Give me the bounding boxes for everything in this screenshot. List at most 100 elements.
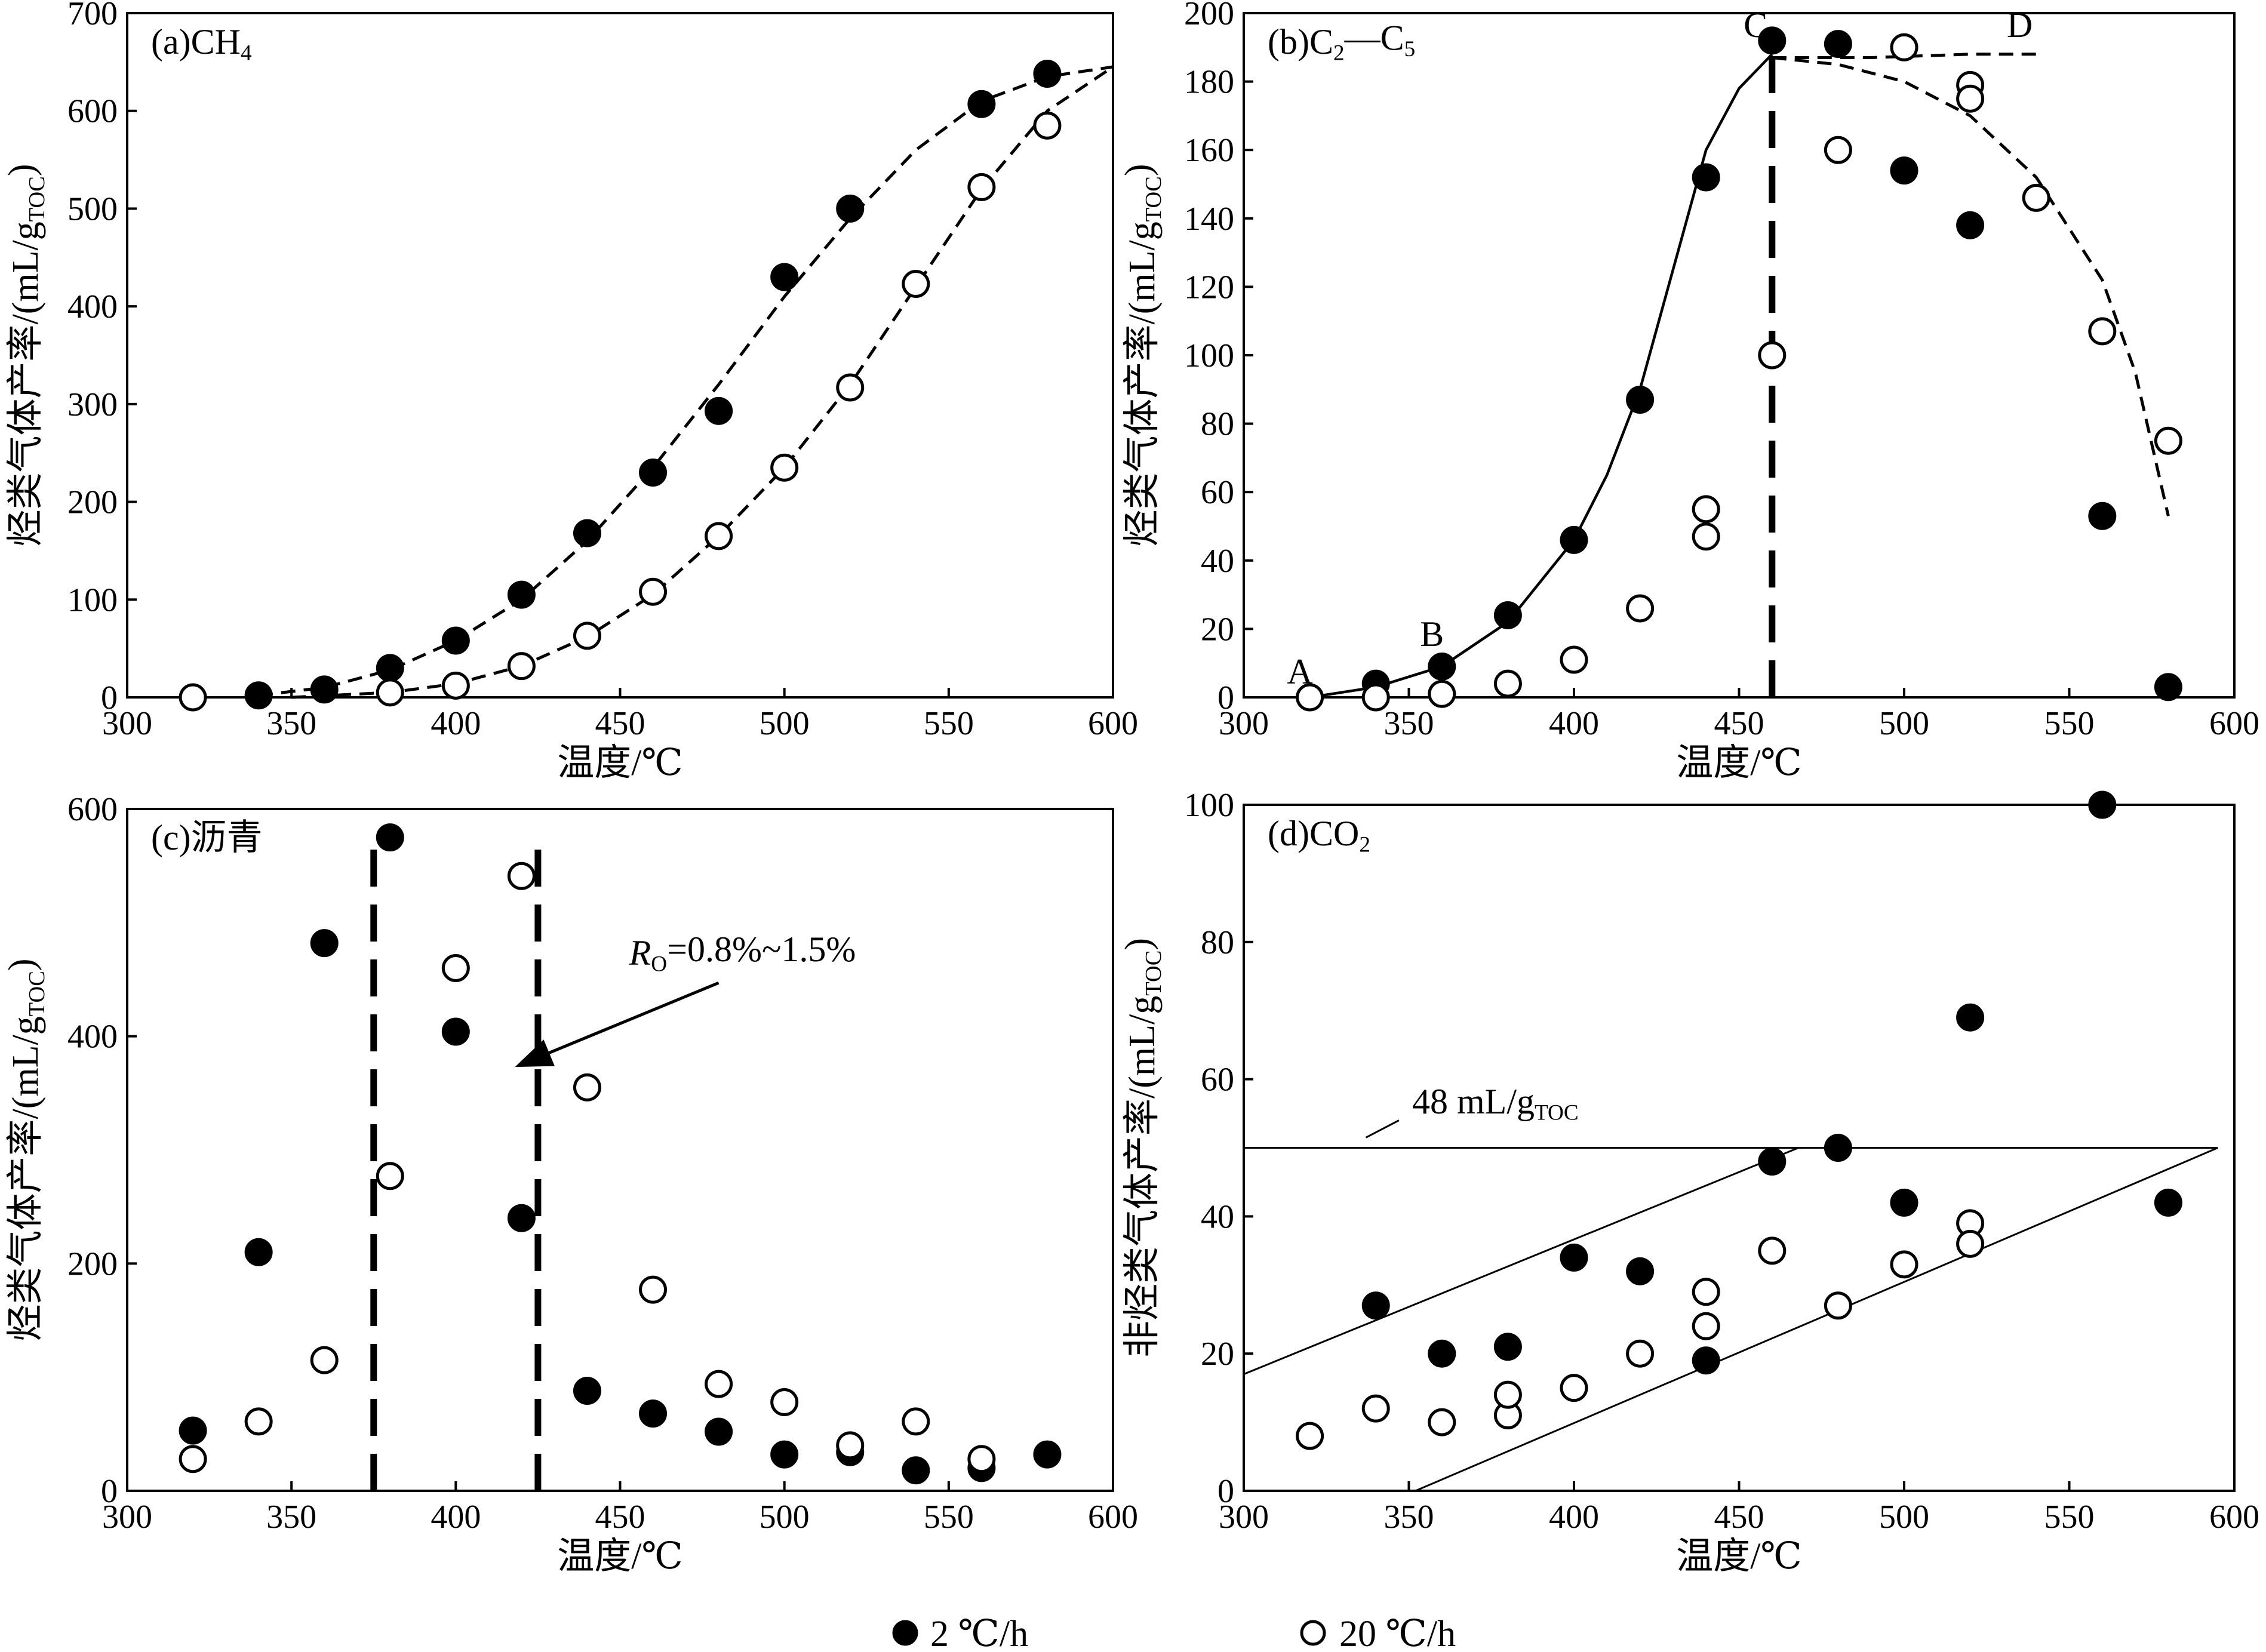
panel-b-point-20-c-per-h <box>1956 84 1985 113</box>
panel-a-point-20-c-per-h <box>441 671 470 700</box>
panel-c-point-20-c-per-h <box>573 1073 601 1102</box>
panel-a-y-tick-label: 700 <box>67 0 118 32</box>
panel-b-point-2-c-per-h <box>1758 26 1787 55</box>
panel-d-curve-thin-3 <box>1365 1119 1400 1139</box>
panel-b-x-tick-label: 300 <box>1219 705 1269 742</box>
panel-c-point-20-c-per-h <box>967 1445 996 1473</box>
panel-a-point-20-c-per-h <box>573 622 601 650</box>
panel-c-annotation-ro-value: =0.8%~1.5% <box>667 930 856 969</box>
panel-a-point-20-c-per-h <box>705 522 733 550</box>
panel-b-point-2-c-per-h <box>1890 156 1918 185</box>
panel-b-x-tick-label: 500 <box>1879 705 1929 742</box>
panel-b-point-2-c-per-h <box>1824 30 1852 59</box>
panel-b-point-2-c-per-h <box>1692 163 1720 192</box>
panel-a-point-2-c-per-h <box>376 654 404 682</box>
panel-b-title-main: (b)C <box>1268 22 1333 61</box>
panel-d-y-axis-label-main: 非烃类气体产率/(mL/g <box>1122 996 1163 1358</box>
panel-c-title-main: (c)沥青 <box>151 818 263 857</box>
panel-b-point-2-c-per-h <box>1560 525 1588 554</box>
panel-a-y-tick-label: 100 <box>67 582 118 619</box>
panel-d-point-2-c-per-h <box>1890 1188 1918 1217</box>
panel-b-c2-c5: 300 350 400 450 500 550 600 0 20 40 60 80 100 120 140 1… <box>1118 0 2259 783</box>
panel-a-point-2-c-per-h <box>639 458 668 487</box>
panel-c-x-tick-label: 550 <box>924 1499 974 1536</box>
panel-b-point-2-c-per-h <box>2154 673 2182 702</box>
panel-d-y-tick-label: 100 <box>1184 787 1234 824</box>
panel-a-plot-frame <box>126 12 1114 699</box>
panel-a-point-20-c-per-h <box>1033 111 1062 140</box>
panel-d-y-tick-label: 80 <box>1201 924 1234 961</box>
panel-b-point-20-c-per-h <box>1692 522 1720 551</box>
panel-d-y-tick-label: 20 <box>1201 1336 1234 1373</box>
panel-c-annotation-arrow-shaft <box>548 981 720 1054</box>
panel-c-point-20-c-per-h <box>639 1275 668 1304</box>
panel-c-point-2-c-per-h <box>179 1416 207 1445</box>
panel-d-point-20-c-per-h <box>1890 1250 1918 1279</box>
panel-a-point-2-c-per-h <box>1033 60 1062 88</box>
panel-d-x-tick-label: 450 <box>1714 1499 1764 1536</box>
panel-c-plot-frame <box>126 808 1114 1492</box>
panel-b-point-20-c-per-h <box>1758 341 1787 370</box>
panel-b-x-tick-label: 400 <box>1549 705 1599 742</box>
panel-d-y-tick-label: 0 <box>1217 1473 1234 1510</box>
panel-b-point-20-c-per-h <box>1560 645 1588 674</box>
panel-a-title-sub: 4 <box>241 41 252 65</box>
panel-a-x-tick-label: 550 <box>924 705 974 742</box>
panel-d-point-2-c-per-h <box>1956 1003 1985 1032</box>
panel-c-point-2-c-per-h <box>441 1017 470 1046</box>
panel-c-annotation-ro-sub: O <box>651 952 667 977</box>
panel-d-point-20-c-per-h <box>1692 1278 1720 1306</box>
panel-a-point-20-c-per-h <box>179 683 207 712</box>
panel-c-point-20-c-per-h <box>507 862 536 890</box>
panel-c-y-tick-label: 600 <box>67 791 118 828</box>
panel-d-point-2-c-per-h <box>1692 1346 1720 1375</box>
panel-a-point-2-c-per-h <box>244 681 273 710</box>
panel-a-curve-dashed-0 <box>258 65 1114 697</box>
panel-c-title: (c)沥青 <box>151 818 263 857</box>
panel-d-point-2-c-per-h <box>2088 790 2117 819</box>
panel-c-point-2-c-per-h <box>244 1238 273 1266</box>
panel-b-point-label-c: C <box>1744 5 1767 45</box>
panel-d-x-tick-label: 500 <box>1879 1499 1929 1536</box>
panel-a-point-20-c-per-h <box>639 577 668 606</box>
panel-b-point-2-c-per-h <box>1956 211 1985 239</box>
panel-b-plot-frame <box>1243 12 2236 699</box>
panel-d-point-20-c-per-h <box>1428 1408 1456 1436</box>
panel-b-y-tick-label: 140 <box>1184 201 1234 238</box>
panel-c-y-tick-label: 200 <box>67 1245 118 1282</box>
panel-b-point-20-c-per-h <box>1493 669 1522 698</box>
panel-a-point-2-c-per-h <box>441 626 470 655</box>
panel-a-x-tick-label: 300 <box>102 705 152 742</box>
panel-c-x-axis-label: 温度/℃ <box>557 1536 683 1577</box>
panel-a-point-2-c-per-h <box>310 675 339 704</box>
panel-b-point-20-c-per-h <box>1824 136 1852 164</box>
panel-d-x-tick-label: 550 <box>2044 1499 2095 1536</box>
panel-d-point-2-c-per-h <box>1824 1134 1852 1162</box>
panel-a-point-2-c-per-h <box>967 90 996 118</box>
panel-d-point-20-c-per-h <box>1824 1291 1852 1320</box>
panel-c-annotation-arrow-head <box>515 1039 555 1068</box>
panel-c-point-20-c-per-h <box>836 1431 865 1460</box>
panel-d-y-axis-label: 非烃类气体产率/(mL/gTOC) <box>1118 938 1166 1358</box>
panel-b-point-20-c-per-h <box>1361 683 1390 712</box>
panel-b-y-tick-label: 60 <box>1201 474 1234 511</box>
panel-a-y-tick-label: 400 <box>67 288 118 325</box>
panel-d-point-2-c-per-h <box>1428 1339 1456 1368</box>
panel-d-title: (d)CO2 <box>1268 814 1370 857</box>
panel-d-y-tick-label: 60 <box>1201 1062 1234 1099</box>
panel-b-y-axis-label-main: 烃类气体产率/(mL/g <box>1122 222 1163 546</box>
panel-c-annotation-ro-r: R <box>629 933 651 973</box>
panel-d-point-20-c-per-h <box>1296 1422 1324 1450</box>
panel-a-point-20-c-per-h <box>902 269 930 298</box>
panel-a-y-axis-label-close: ) <box>1 164 42 176</box>
panel-d-y-tick-label: 40 <box>1201 1198 1234 1235</box>
panel-d-co2: 300 350 400 450 500 550 600 0 20 40 60 80 100 温度/℃ 非烃类… <box>1118 787 2259 1577</box>
panel-d-annotation-threshold-value: 48 mL/g <box>1412 1082 1535 1121</box>
panel-c-point-2-c-per-h <box>507 1204 536 1232</box>
panel-a-y-axis-label-main: 烃类气体产率/(mL/g <box>5 222 46 546</box>
panel-d-title-sub: 2 <box>1359 832 1370 857</box>
panel-b-x-tick-label: 450 <box>1714 705 1764 742</box>
panel-a-point-20-c-per-h <box>376 678 404 707</box>
legend-open-label: 20 ℃/h <box>1339 1614 1456 1652</box>
panel-b-point-20-c-per-h <box>1890 33 1918 61</box>
